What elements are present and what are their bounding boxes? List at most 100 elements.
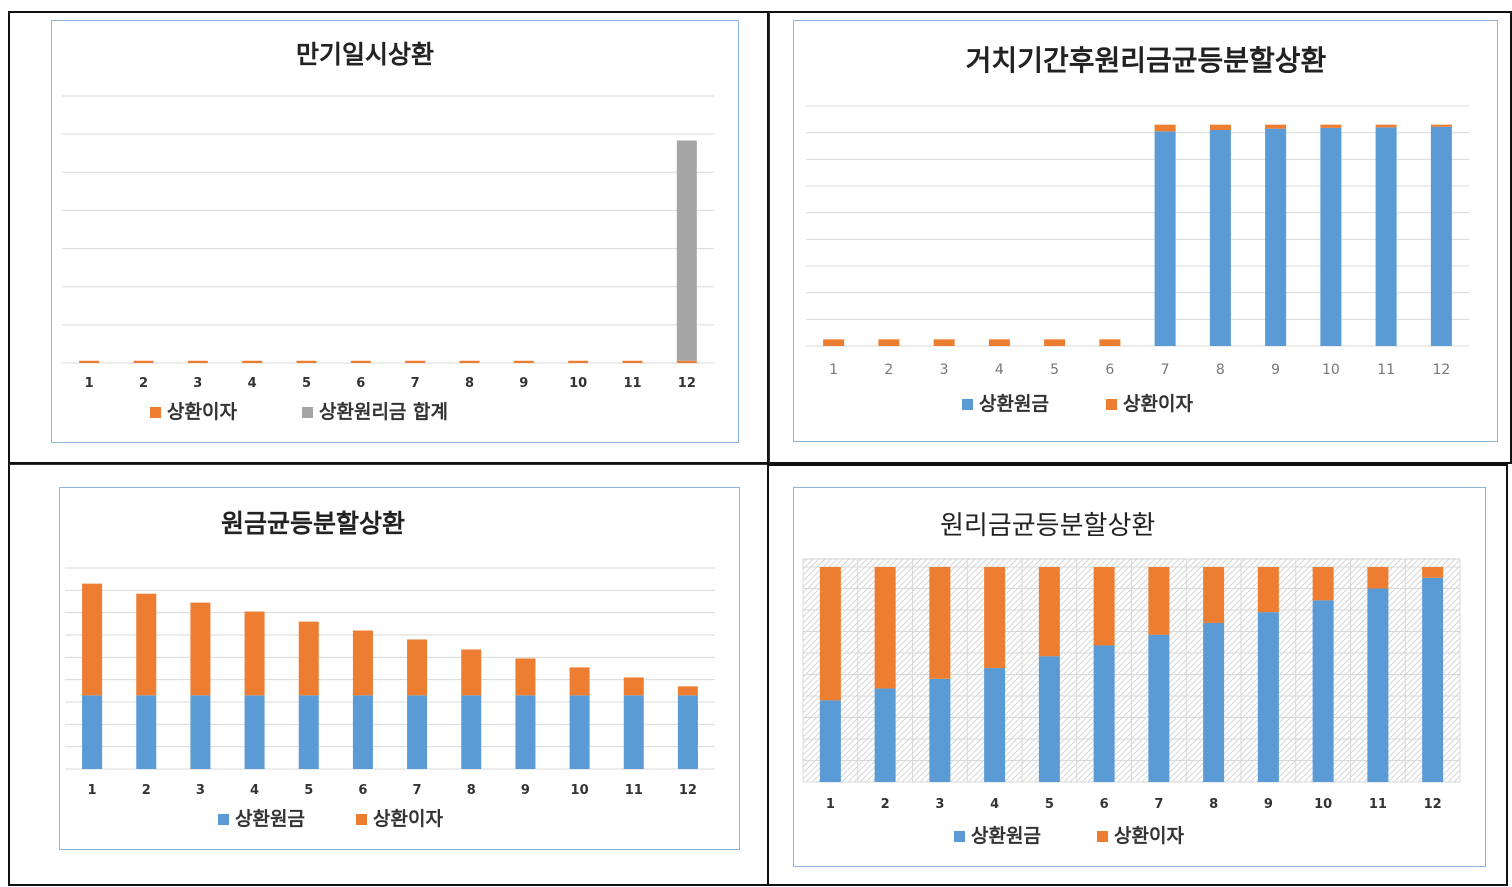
- legend-swatch: [1097, 831, 1108, 842]
- bar-상환원금-8: [1209, 130, 1231, 346]
- bar-상환이자-11: [1367, 567, 1389, 589]
- bar-series-group: [819, 567, 1444, 782]
- bar-상환원금-4: [984, 668, 1006, 782]
- chart-panel-grace-then-annuity: 거치기간후원리금균등분할상환 1 2 3 4 5 6 7 8 9 10 11 12 상환원금 상환이자: [793, 20, 1498, 442]
- bar-상환이자-11: [1375, 124, 1397, 128]
- bar-상환원금-4: [244, 695, 265, 769]
- bar-상환이자-10: [1312, 567, 1334, 601]
- bar-상환원금-12: [677, 695, 698, 769]
- bar-상환이자-8: [461, 649, 482, 696]
- bar-상환이자-8: [1209, 124, 1231, 130]
- x-tick-label: 8: [1209, 797, 1218, 812]
- bar-상환이자-12: [676, 360, 697, 363]
- legend: 상환원금 상환이자: [218, 808, 443, 830]
- bar-상환이자-8: [459, 360, 480, 363]
- bar-상환이자-7: [1154, 124, 1176, 132]
- x-tick-label: 4: [248, 376, 257, 391]
- bar-상환이자-12: [1422, 567, 1444, 578]
- bar-상환이자-9: [513, 360, 534, 363]
- x-tick-label: 3: [196, 783, 205, 798]
- chart-title: 원리금균등분할상환: [940, 511, 1155, 541]
- bar-상환이자-11: [622, 360, 643, 363]
- x-tick-label: 1: [85, 376, 94, 391]
- legend-label: 상환원금: [979, 393, 1049, 415]
- bar-상환원금-7: [1154, 131, 1176, 346]
- bar-상환원금-1: [819, 700, 841, 782]
- bar-상환원금-2: [136, 695, 157, 769]
- bar-상환이자-8: [1203, 567, 1225, 623]
- bar-상환원금-1: [82, 695, 103, 769]
- x-tick-label: 4: [995, 362, 1004, 378]
- bar-상환원금-3: [190, 695, 211, 769]
- bar-상환이자-10: [568, 360, 589, 363]
- x-tick-label: 11: [623, 376, 641, 391]
- x-tick-label: 5: [1050, 362, 1059, 378]
- x-tick-label: 10: [571, 783, 589, 798]
- legend-swatch: [356, 814, 367, 825]
- legend-swatch: [302, 407, 313, 418]
- x-tick-label: 11: [625, 783, 643, 798]
- bar-series-group: [79, 140, 697, 363]
- legend: 상환이자 상환원리금 합계: [150, 401, 448, 423]
- x-tick-label: 7: [1161, 362, 1170, 378]
- bar-상환이자-5: [1038, 567, 1060, 657]
- legend-swatch: [954, 831, 965, 842]
- bar-상환이자-9: [1265, 124, 1287, 129]
- gridlines: [62, 95, 714, 364]
- x-tick-label: 6: [1105, 362, 1114, 378]
- bar-상환이자-3: [190, 602, 211, 696]
- x-tick-label: 3: [193, 376, 202, 391]
- x-tick-label: 3: [935, 797, 944, 812]
- bar-상환이자-7: [407, 639, 428, 696]
- x-tick-label: 8: [467, 783, 476, 798]
- bar-상환원금-8: [461, 695, 482, 769]
- bar-상환원금-11: [1375, 127, 1397, 346]
- legend-swatch: [1106, 399, 1117, 410]
- x-tick-label: 1: [829, 362, 838, 378]
- x-tick-label: 5: [1045, 797, 1054, 812]
- bar-상환이자-10: [569, 667, 590, 696]
- bar-상환이자-7: [405, 360, 426, 363]
- bar-상환이자-4: [244, 611, 265, 696]
- bar-상환원금-2: [874, 688, 896, 782]
- bar-상환이자-9: [515, 658, 536, 696]
- bar-상환원리금 합계-12: [676, 140, 697, 361]
- x-tick-label: 7: [411, 376, 420, 391]
- bar-상환이자-1: [823, 339, 845, 346]
- x-tick-label: 8: [465, 376, 474, 391]
- x-tick-label: 12: [1432, 362, 1450, 378]
- legend-label: 상환원금: [971, 825, 1041, 847]
- x-tick-label: 10: [569, 376, 587, 391]
- x-tick-label: 6: [356, 376, 365, 391]
- bar-상환원금-5: [298, 695, 319, 769]
- bar-상환이자-11: [623, 677, 644, 696]
- bar-상환이자-2: [136, 593, 157, 696]
- bar-상환원금-7: [407, 695, 428, 769]
- x-tick-label: 12: [679, 783, 697, 798]
- bar-상환원금-9: [515, 695, 536, 769]
- bar-상환이자-1: [82, 583, 103, 696]
- x-tick-label: 2: [139, 376, 148, 391]
- bar-상환원금-3: [929, 678, 951, 782]
- bar-상환원금-10: [569, 695, 590, 769]
- bar-상환이자-1: [79, 360, 100, 363]
- x-tick-label: 2: [142, 783, 151, 798]
- x-tick-label: 2: [884, 362, 893, 378]
- chart-frame-top-left: [8, 11, 769, 464]
- bar-상환이자-2: [878, 339, 900, 346]
- bar-상환이자-6: [1099, 339, 1121, 346]
- bar-상환원금-12: [1430, 126, 1452, 346]
- bar-상환이자-3: [187, 360, 208, 363]
- gridlines: [806, 105, 1469, 347]
- bar-상환이자-6: [350, 360, 371, 363]
- legend: 상환원금 상환이자: [962, 393, 1193, 415]
- legend: 상환원금 상환이자: [954, 825, 1184, 847]
- bar-상환이자-10: [1320, 124, 1342, 128]
- bar-상환이자-4: [242, 360, 263, 363]
- x-tick-label: 4: [990, 797, 999, 812]
- bar-상환원금-9: [1257, 612, 1279, 782]
- bar-series-group: [823, 124, 1452, 346]
